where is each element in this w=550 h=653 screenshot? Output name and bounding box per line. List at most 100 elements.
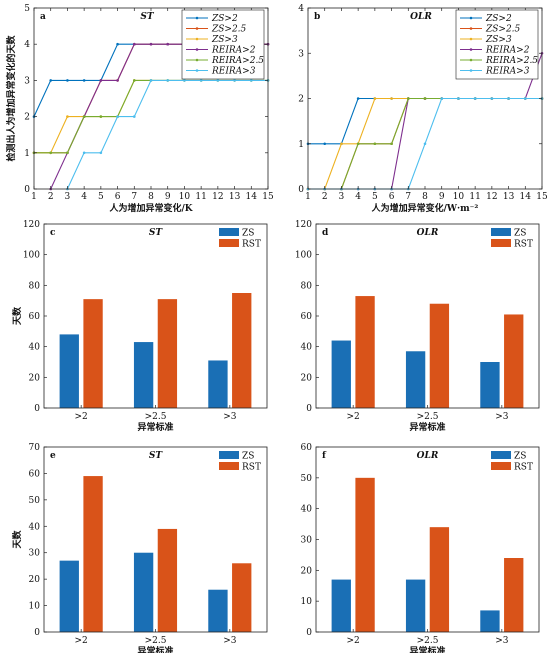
y-tick-label: 30 [29, 549, 41, 559]
y-tick-label: 30 [301, 536, 313, 546]
y-tick-label: 70 [29, 443, 41, 453]
data-point-reira25 [82, 115, 86, 118]
data-point-reira3 [249, 79, 253, 82]
x-tick-label: 13 [503, 192, 515, 202]
x-tick-label: >2.5 [417, 636, 439, 646]
bar-zs [59, 334, 79, 408]
legend-label: RST [242, 463, 261, 473]
x-tick-label: 4 [355, 192, 361, 202]
panel-title: ST [149, 451, 163, 461]
data-point-reira2 [166, 42, 170, 46]
legend-marker-reira2 [195, 48, 199, 51]
data-point-reira25 [423, 97, 427, 100]
y-tick-label: 60 [301, 312, 313, 322]
y-tick-label: 1 [298, 140, 304, 150]
y-tick-label: 10 [29, 602, 41, 612]
panel-letter: a [40, 12, 46, 22]
y-tick-label: 0 [298, 185, 304, 195]
data-point-reira3 [183, 79, 186, 82]
x-tick-label: 3 [339, 192, 345, 202]
legend-box [181, 9, 265, 80]
x-axis-label: 人为增加异常变化/W·m⁻² [371, 202, 479, 214]
data-point-reira3 [423, 142, 427, 146]
y-tick-label: 4 [298, 4, 304, 14]
y-tick-label: 120 [295, 220, 312, 230]
data-point-zs2 [356, 97, 360, 100]
data-point-reira3 [99, 151, 103, 155]
legend-box [455, 9, 539, 80]
x-tick-label: 7 [405, 192, 411, 202]
data-point-reira3 [132, 115, 136, 118]
x-tick-label: 3 [65, 192, 71, 202]
y-axis-label: 天数 [11, 306, 23, 325]
legend-marker-reira2 [469, 48, 473, 51]
bar-rst [429, 527, 450, 632]
x-tick-label: 15 [262, 192, 274, 202]
data-point-zs2 [323, 142, 327, 146]
data-point-reira3 [82, 151, 86, 155]
bar-zs [331, 340, 351, 408]
x-tick-label: 11 [469, 192, 480, 202]
x-tick-label: 7 [131, 192, 137, 202]
x-tick-label: 6 [389, 192, 395, 202]
x-tick-label: 6 [115, 192, 121, 202]
bar-zs [208, 589, 228, 632]
legend-marker-reira25 [195, 58, 199, 62]
data-point-zs2 [116, 42, 119, 46]
y-tick-label: 40 [29, 522, 41, 532]
x-axis-label: 异常标准 [137, 421, 173, 433]
data-point-reira3 [523, 97, 527, 100]
bar-zs [133, 552, 154, 632]
legend-swatch-rst [219, 239, 239, 247]
data-point-reira3 [216, 79, 220, 82]
x-axis-label: 人为增加异常变化/K [108, 202, 193, 214]
bar-rst [504, 314, 524, 408]
panel-letter: d [322, 228, 329, 238]
data-point-zs3 [373, 97, 377, 100]
x-tick-label: 14 [520, 192, 532, 202]
legend-swatch-zs [491, 451, 511, 459]
x-tick-label: 4 [81, 192, 87, 202]
legend-marker-zs3 [469, 37, 473, 41]
y-tick-label: 0 [34, 628, 40, 638]
bar-rst [157, 528, 178, 632]
x-tick-label: 8 [148, 192, 154, 202]
legend-marker-zs2 [195, 16, 199, 20]
x-tick-label: 2 [48, 192, 54, 202]
legend-label: REIRA>2.5 [211, 56, 264, 66]
bar-rst [232, 563, 252, 632]
data-point-reira2 [99, 79, 103, 82]
x-tick-label: >3 [223, 636, 237, 646]
bar-zs [331, 579, 351, 632]
bar-rst [355, 477, 375, 632]
x-tick-label: 5 [372, 192, 378, 202]
legend-label: ZS [242, 229, 254, 239]
y-tick-label: 2 [298, 95, 304, 105]
x-tick-label: >2 [347, 412, 360, 422]
legend-label: ZS>2 [485, 14, 512, 24]
x-tick-label: 2 [322, 192, 328, 202]
data-point-reira25 [406, 97, 410, 100]
panel-letter: c [50, 228, 56, 238]
data-point-reira3 [457, 97, 460, 100]
y-tick-label: 20 [301, 566, 313, 576]
x-tick-label: 11 [195, 192, 206, 202]
y-tick-label: 120 [23, 220, 40, 230]
bar-zs [405, 351, 426, 408]
legend-marker-zs25 [469, 27, 473, 30]
y-tick-label: 60 [301, 443, 313, 453]
data-point-zs3 [340, 142, 343, 146]
x-tick-label: 9 [165, 192, 171, 202]
legend-label: ZS>3 [211, 35, 238, 45]
x-axis-label: 异常标准 [409, 421, 445, 433]
legend-marker-zs25 [195, 27, 199, 30]
data-point-reira25 [373, 142, 377, 146]
legend-label: ZS [242, 452, 254, 462]
x-tick-label: >2 [75, 636, 88, 646]
data-point-reira25 [99, 115, 103, 118]
x-tick-label: >3 [223, 412, 237, 422]
panel-title: ST [149, 228, 163, 238]
